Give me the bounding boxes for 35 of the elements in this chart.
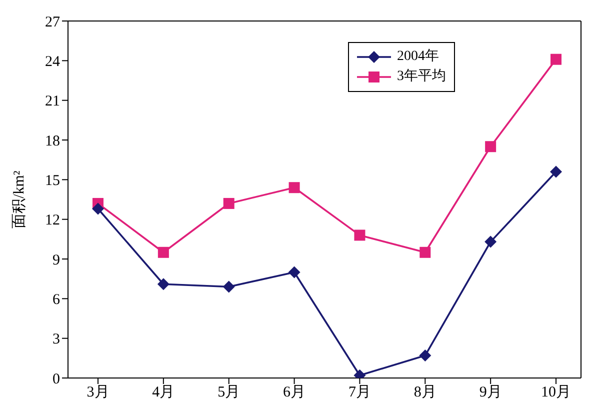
point [157,278,170,290]
legend-label: 2004年 [397,48,439,66]
y-tick-label: 15 [45,172,60,189]
point [354,230,366,241]
x-tick-label: 10月 [541,384,571,401]
x-tick-label: 9月 [479,384,502,401]
point [288,266,300,278]
x-tick-label: 4月 [152,384,175,401]
x-tick-label: 3月 [86,384,110,401]
point [158,246,169,258]
point [419,350,432,362]
y-tick-label: 21 [45,94,60,110]
y-tick-label: 6 [52,292,60,308]
point [550,54,562,65]
point [223,198,234,209]
y-tick-label: 0 [52,371,60,388]
y-tick-label: 27 [45,14,60,30]
x-tick-label: 8月 [414,384,436,401]
y-tick-label: 9 [52,252,60,268]
x-tick-label: 6月 [283,384,306,401]
legend-label: 3年平均 [397,68,446,86]
y-tick-label: 12 [45,212,60,229]
point [420,246,431,258]
y-tick-label: 3 [52,332,60,348]
y-tick-label: 24 [45,54,60,70]
point [222,280,235,293]
point [485,141,496,152]
y-tick-label: 18 [45,133,60,150]
point [288,182,300,194]
point [92,202,104,215]
x-tick-label: 7月 [348,384,371,401]
point [484,236,497,248]
y-axis-title: 面积/km² [11,170,28,228]
x-tick-label: 5月 [218,384,240,401]
point [550,166,562,178]
